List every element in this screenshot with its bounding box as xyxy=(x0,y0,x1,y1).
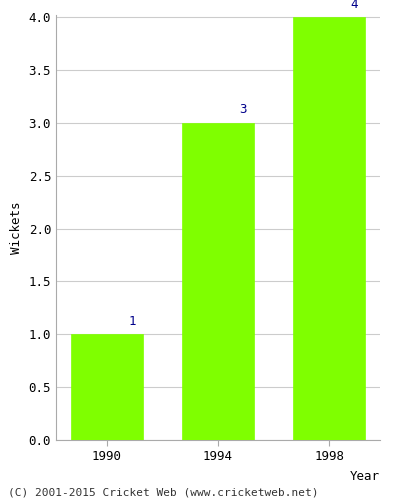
Bar xyxy=(71,334,143,440)
Text: 3: 3 xyxy=(240,104,247,117)
Text: 4: 4 xyxy=(351,0,358,11)
Text: 1: 1 xyxy=(128,315,136,328)
Text: Year: Year xyxy=(350,470,380,483)
Y-axis label: Wickets: Wickets xyxy=(10,201,23,254)
Bar xyxy=(293,17,365,440)
Bar xyxy=(182,123,254,440)
Text: (C) 2001-2015 Cricket Web (www.cricketweb.net): (C) 2001-2015 Cricket Web (www.cricketwe… xyxy=(8,488,318,498)
